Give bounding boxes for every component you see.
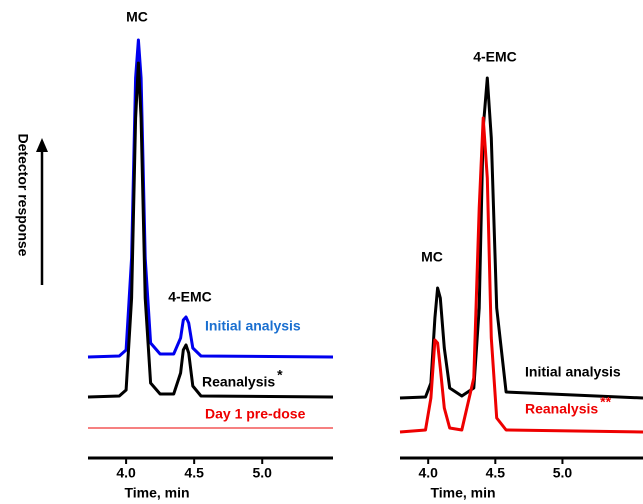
trace — [87, 38, 334, 359]
x-tick-label: 4.5 — [486, 465, 506, 481]
peak-label: 4-EMC — [473, 49, 517, 65]
peak-label: 4-EMC — [168, 289, 212, 305]
x-tick-label: 5.0 — [553, 465, 573, 481]
trace — [87, 61, 334, 399]
series-label: Day 1 pre-dose — [205, 406, 306, 422]
series-label: Initial analysis — [205, 318, 301, 334]
x-tick-label: 4.0 — [116, 465, 136, 481]
peak-label: MC — [126, 9, 148, 25]
series-note: ** — [600, 394, 611, 410]
x-tick-label: 4.0 — [418, 465, 438, 481]
y-axis-label: Detector response — [15, 134, 31, 257]
series-label: Initial analysis — [525, 364, 621, 380]
x-tick-label: 5.0 — [252, 465, 272, 481]
trace — [399, 116, 643, 434]
x-tick-label: 4.5 — [184, 465, 204, 481]
x-axis-label: Time, min — [430, 485, 495, 501]
series-note: * — [277, 367, 283, 383]
x-axis-label: Time, min — [124, 485, 189, 501]
trace — [399, 76, 643, 400]
series-label: Reanalysis — [202, 374, 275, 390]
series-label: Reanalysis — [525, 401, 598, 417]
arrow-head — [36, 138, 48, 152]
peak-label: MC — [421, 249, 443, 265]
